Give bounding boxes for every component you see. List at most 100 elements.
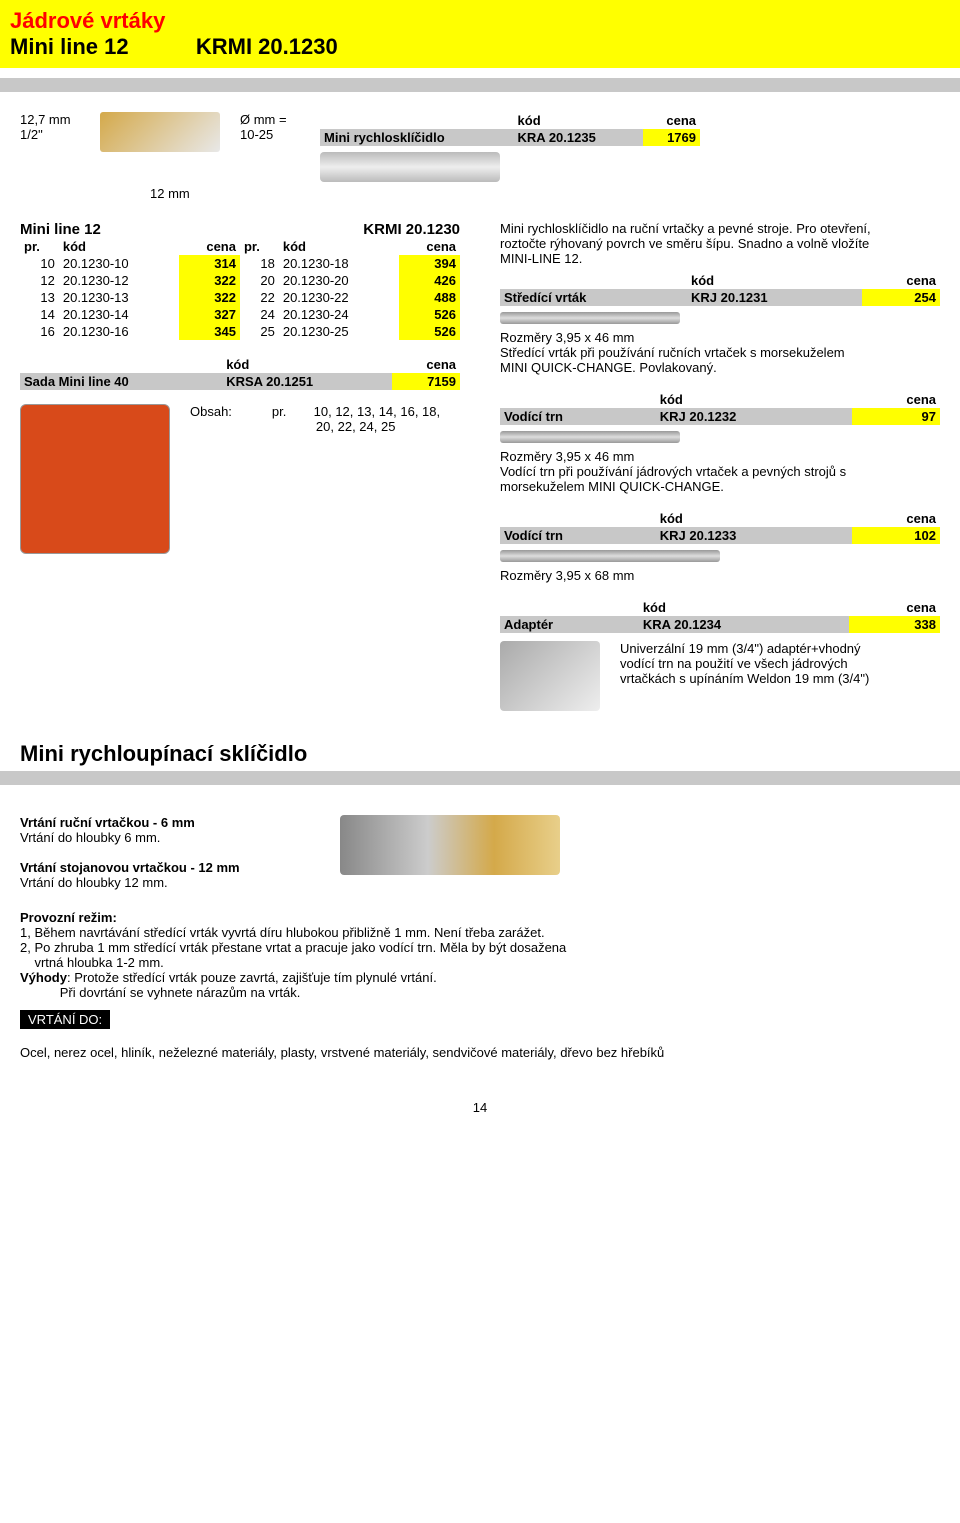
trn1-name: Vodící trn <box>500 408 656 425</box>
page-number: 14 <box>20 1100 940 1115</box>
table-row: 1220.1230-123222020.1230-20426 <box>20 272 460 289</box>
adapter-table: kódcena AdaptérKRA 20.1234338 <box>500 599 940 633</box>
bot-v1: Výhody <box>20 970 67 985</box>
obsah-pr: pr. <box>272 404 286 419</box>
table-title-left: Mini line 12 <box>20 221 101 238</box>
center-pin-image <box>500 312 680 324</box>
trn1-price: 97 <box>852 408 940 425</box>
adapter-cena-hdr: cena <box>849 599 940 616</box>
materials-line: Ocel, nerez ocel, hliník, neželezné mate… <box>20 1045 940 1060</box>
chuck-table: kódcena Mini rychlosklíčidloKRA 20.12351… <box>320 112 700 146</box>
gray-divider-2 <box>0 771 960 785</box>
center-price: 254 <box>862 289 940 306</box>
sada-table: kódcena Sada Mini line 40KRSA 20.1251715… <box>20 356 460 390</box>
trn1-table: kódcena Vodící trnKRJ 20.123297 <box>500 391 940 425</box>
hdr-cena: cena <box>643 112 700 129</box>
bot-v2: Při dovrtání se vyhnete nárazům na vrták… <box>20 985 940 1000</box>
trn2-price: 102 <box>852 527 940 544</box>
trn2-code: KRJ 20.1233 <box>656 527 853 544</box>
bot-v1b: : Protože středící vrták pouze zavrtá, z… <box>67 970 437 985</box>
hdr-kod: kód <box>514 112 644 129</box>
chuck-code: KRA 20.1235 <box>514 129 644 146</box>
center-code: KRJ 20.1231 <box>687 289 862 306</box>
th-cena: cena <box>179 238 240 255</box>
table-row: 1020.1230-103141820.1230-18394 <box>20 255 460 272</box>
obsah-label: Obsah: <box>190 404 232 434</box>
trn1-pin-image <box>500 431 680 443</box>
trn2-name: Vodící trn <box>500 527 656 544</box>
trn2-cena-hdr: cena <box>852 510 940 527</box>
table-title-right: KRMI 20.1230 <box>363 221 460 238</box>
trn1-cena-hdr: cena <box>852 391 940 408</box>
trn1-d1: Vodící trn při používání jádrových vrtač… <box>500 464 940 479</box>
drill-bit-image <box>100 112 220 152</box>
adapter-image <box>500 641 600 711</box>
banner-line2a: Mini line 12 <box>10 34 129 59</box>
table-row: 1420.1230-143272420.1230-24526 <box>20 306 460 323</box>
sada-kod-hdr: kód <box>222 356 392 373</box>
bot-p1: 1, Během navrtávání středící vrták vyvrt… <box>20 925 940 940</box>
center-name: Středící vrták <box>500 289 687 306</box>
vrtani-do-bar: VRTÁNÍ DO: <box>20 1010 110 1029</box>
trn1-dim: Rozměry 3,95 x 46 mm <box>500 449 940 464</box>
dim-12-7mm: 12,7 mm <box>20 112 100 127</box>
adapter-name: Adaptér <box>500 616 639 633</box>
sada-cena-hdr: cena <box>392 356 460 373</box>
bot-b2a: Vrtání stojanovou vrtačkou - 12 mm <box>20 860 240 875</box>
banner-line2b: KRMI 20.1230 <box>196 34 338 59</box>
adapter-price: 338 <box>849 616 940 633</box>
obsah-line1: 10, 12, 13, 14, 16, 18, <box>314 404 441 419</box>
bot-b2b: Vrtání do hloubky 12 mm. <box>20 875 240 890</box>
center-kod-hdr: kód <box>687 272 862 289</box>
bot-p0: Provozní režim: <box>20 910 940 925</box>
th-pr: pr. <box>20 238 59 255</box>
desc1-l1: Mini rychlosklíčidlo na ruční vrtačky a … <box>500 221 940 236</box>
sada-price: 7159 <box>392 373 460 390</box>
table-row: 1620.1230-163452520.1230-25526 <box>20 323 460 340</box>
desc1-l2: roztočte rýhovaný povrch ve směru šípu. … <box>500 236 940 251</box>
sada-code: KRSA 20.1251 <box>222 373 392 390</box>
price-table: pr. kód cena pr. kód cena 1020.1230-1031… <box>20 238 460 340</box>
th-cena2: cena <box>399 238 460 255</box>
dims-right: Ø mm = 10-25 <box>240 112 320 142</box>
th-pr2: pr. <box>240 238 279 255</box>
dims-left: 12,7 mm 1/2" <box>20 112 100 142</box>
center-cena-hdr: cena <box>862 272 940 289</box>
center-table: kódcena Středící vrtákKRJ 20.1231254 <box>500 272 940 306</box>
banner-line1: Jádrové vrtáky <box>10 8 950 34</box>
adapter-d3: vrtačkách s upínáním Weldon 19 mm (3/4") <box>620 671 869 686</box>
chuck-name: Mini rychlosklíčidlo <box>320 129 514 146</box>
bot-b1b: Vrtání do hloubky 6 mm. <box>20 830 240 845</box>
chuck-price: 1769 <box>643 129 700 146</box>
page-banner: Jádrové vrtáky Mini line 12 KRMI 20.1230 <box>0 0 960 68</box>
trn2-dim: Rozměry 3,95 x 68 mm <box>500 568 940 583</box>
dim-range: 10-25 <box>240 127 320 142</box>
dim-12mm: 12 mm <box>150 186 940 201</box>
sada-name: Sada Mini line 40 <box>20 373 222 390</box>
trn2-pin-image <box>500 550 720 562</box>
obsah-line2: 20, 22, 24, 25 <box>316 419 440 434</box>
dim-diam: Ø mm = <box>240 112 320 127</box>
section2-title: Mini rychloupínací sklíčidlo <box>20 741 940 767</box>
table-row: 1320.1230-133222220.1230-22488 <box>20 289 460 306</box>
th-kod2: kód <box>279 238 399 255</box>
bot-b1a: Vrtání ruční vrtačkou - 6 mm <box>20 815 240 830</box>
chuck-image <box>320 152 500 182</box>
center-dim: Rozměry 3,95 x 46 mm <box>500 330 940 345</box>
adapter-d2: vodící trn na použití ve všech jádrových <box>620 656 869 671</box>
trn1-d2: morsekuželem MINI QUICK-CHANGE. <box>500 479 940 494</box>
trn1-kod-hdr: kód <box>656 391 853 408</box>
adapter-kod-hdr: kód <box>639 599 849 616</box>
gray-divider <box>0 78 960 92</box>
trn1-code: KRJ 20.1232 <box>656 408 853 425</box>
bot-p2b: vrtná hloubka 1-2 mm. <box>20 955 940 970</box>
center-d1: Středící vrták při používání ručních vrt… <box>500 345 940 360</box>
trn2-kod-hdr: kód <box>656 510 853 527</box>
trn2-table: kódcena Vodící trnKRJ 20.1233102 <box>500 510 940 544</box>
adapter-d1: Univerzální 19 mm (3/4") adaptér+vhodný <box>620 641 869 656</box>
adapter-code: KRA 20.1234 <box>639 616 849 633</box>
case-image <box>20 404 170 554</box>
th-kod: kód <box>59 238 179 255</box>
bot-p2: 2, Po zhruba 1 mm středící vrták přestan… <box>20 940 940 955</box>
desc1-l3: MINI-LINE 12. <box>500 251 940 266</box>
